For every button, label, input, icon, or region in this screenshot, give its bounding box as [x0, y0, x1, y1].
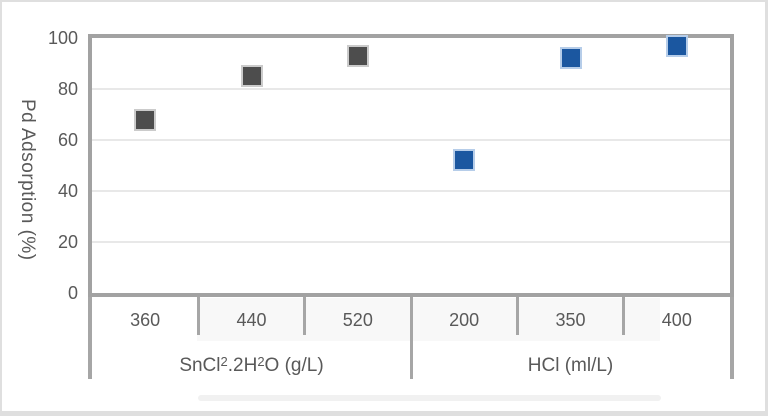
x-tick-label: 350 — [555, 310, 586, 330]
group-label-text: O (g/L) — [264, 355, 324, 376]
tick-separator — [622, 297, 626, 335]
tick-separator — [303, 297, 307, 335]
x-axis-highlight-band — [197, 298, 660, 341]
x-tick-label: 520 — [342, 310, 373, 330]
y-tick-label: 20 — [57, 232, 78, 252]
data-point-marker-SnCl2.2H2O-360 — [134, 108, 157, 131]
data-point-marker-HCl-200 — [453, 149, 476, 172]
y-tick-label: 60 — [57, 130, 78, 150]
group-label-text: HCl (ml/L) — [527, 355, 614, 376]
x-tick-label: 200 — [449, 310, 480, 330]
gridline — [92, 241, 730, 243]
group-label-text: SnCl — [179, 355, 221, 376]
y-tick-label: 100 — [47, 28, 78, 48]
y-axis-title: Pd Adsorption (%) — [17, 99, 38, 261]
axis-end-separator-left — [88, 297, 92, 379]
x-tick-label: 440 — [236, 310, 267, 330]
data-point-marker-HCl-350 — [559, 47, 582, 70]
gridline — [92, 88, 730, 90]
superscript-digit: 2 — [220, 354, 228, 369]
tick-separator — [196, 297, 200, 335]
bottom-highlight-bar — [198, 395, 661, 401]
tick-separator — [515, 297, 519, 335]
axis-end-separator-right — [730, 297, 734, 379]
plot-area — [88, 34, 734, 297]
y-tick-label: 0 — [67, 283, 78, 303]
group-label-sncl2: SnCl2.2H2O (g/L) — [92, 353, 411, 379]
data-point-marker-SnCl2.2H2O-520 — [346, 44, 369, 67]
x-tick-label: 360 — [130, 310, 161, 330]
gridline — [92, 139, 730, 141]
data-point-marker-SnCl2.2H2O-440 — [240, 65, 263, 88]
group-label-text: .2H — [227, 355, 258, 376]
superscript-digit: 2 — [257, 354, 265, 369]
group-label-hcl: HCl (ml/L) — [411, 353, 730, 379]
group-separator — [409, 297, 413, 379]
x-tick-label: 400 — [661, 310, 692, 330]
gridline — [92, 190, 730, 192]
data-point-marker-HCl-400 — [665, 34, 688, 57]
y-tick-label: 80 — [57, 79, 78, 99]
y-tick-label: 40 — [57, 181, 78, 201]
